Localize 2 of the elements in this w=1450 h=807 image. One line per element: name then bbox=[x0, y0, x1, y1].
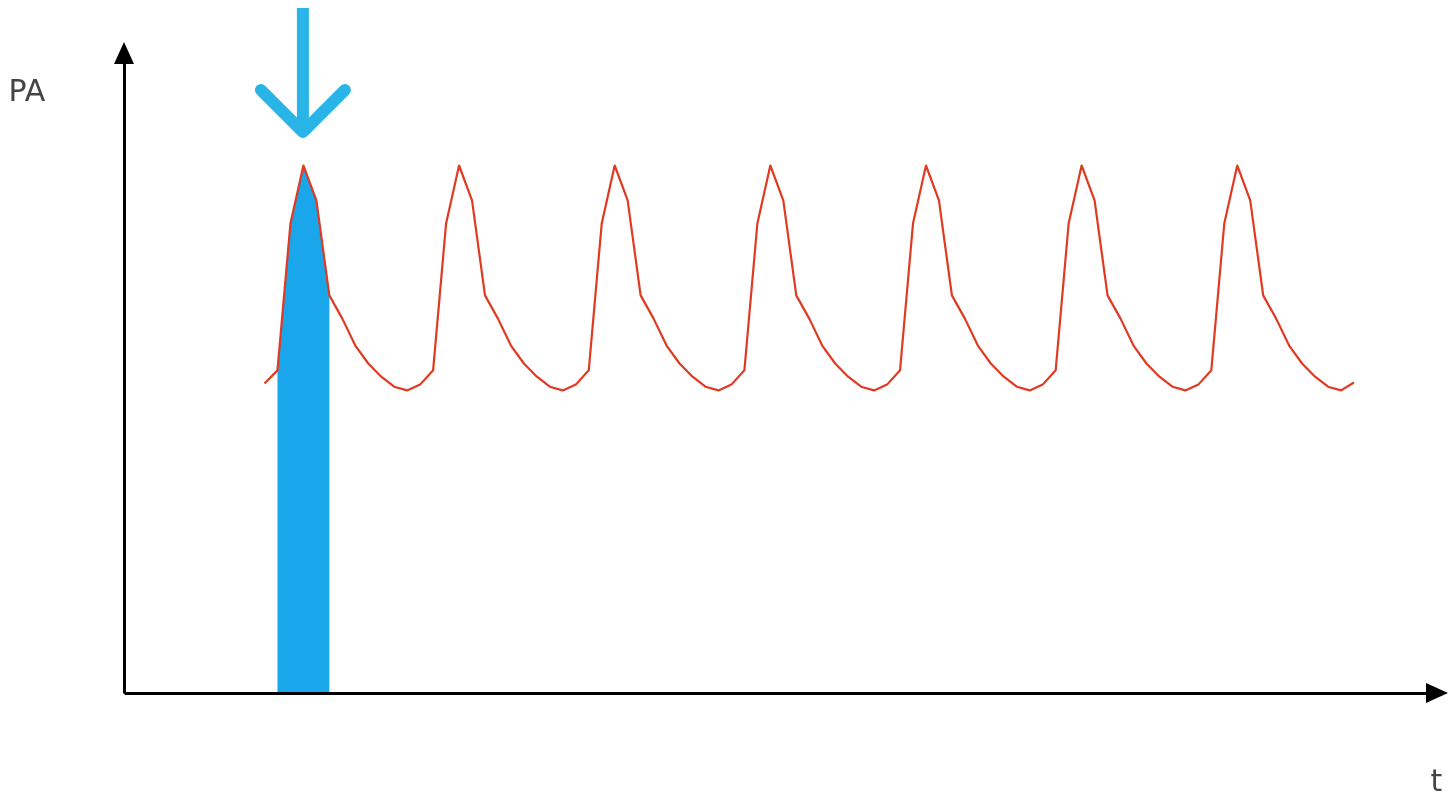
text: PA bbox=[8, 73, 46, 108]
x-axis-title: t bbox=[1430, 763, 1443, 798]
